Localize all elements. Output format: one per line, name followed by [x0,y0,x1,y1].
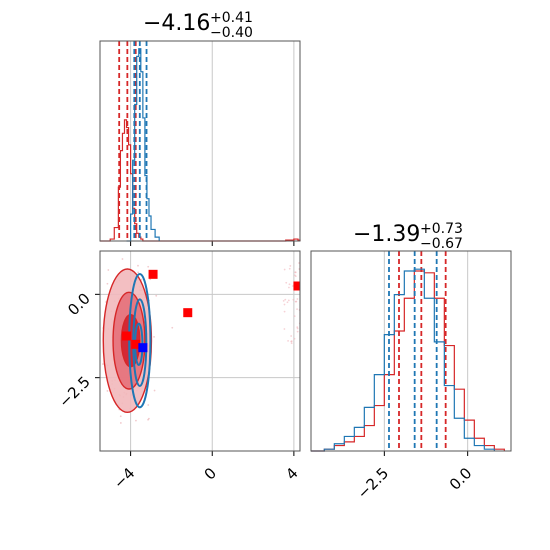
sample-point [171,326,174,329]
sample-point [283,268,286,271]
sample-point [292,285,294,287]
sample-point [290,335,293,337]
sample-point [288,286,290,289]
sample-point [293,337,296,340]
frame-joint [99,250,301,452]
sample-point [287,299,290,302]
sample-point [119,422,122,424]
frame-hist2 [310,250,512,452]
hist-red [311,270,505,452]
sample-point [102,363,104,365]
sample-point [106,282,109,285]
sample-point [296,330,299,333]
blue-square-marker [138,343,148,353]
joint-y-tick-label: −2.5 [55,373,93,411]
sample-point [283,310,286,313]
sample-point [296,308,298,311]
sample-point [107,269,110,271]
hist-red [100,119,301,242]
sample-point [147,265,150,268]
red-square-marker [183,308,193,318]
sample-point [148,417,150,420]
title-param2-minus: −0.67 [420,236,463,252]
title-param1-minus: −0.40 [210,25,253,41]
red-square-marker [122,331,132,341]
title-param1: −4.16 [143,11,210,36]
joint-x-tick-label: 0 [201,464,220,483]
sample-point [283,303,286,306]
sample-point [97,456,99,458]
sample-point [106,390,109,392]
sample-point [289,265,292,267]
sample-point [137,264,139,267]
sample-point [290,340,293,343]
sample-point [290,342,293,345]
sample-point [140,278,143,281]
sample-point [287,339,289,342]
marginal-hist-param2: −2.5 0.0 [310,250,512,503]
joint-density-panel: −4 0 4 −2.5 0.0 [55,229,302,492]
joint-y-tick-label: 0.0 [64,289,94,319]
title-param2-plus: +0.73 [420,221,463,237]
red-square-marker [131,339,141,349]
sample-point [294,300,297,303]
sample-point [294,275,297,278]
sample-point [153,335,155,338]
sample-point [286,301,289,304]
sample-point [284,298,287,301]
hist2-x-tick-label: −2.5 [354,464,392,502]
title-param1-plus: +0.41 [210,10,253,26]
sample-point [288,267,291,270]
marginal-hist-param1 [99,40,301,246]
joint-x-tick-label: −4 [110,464,138,492]
sample-point [292,298,295,301]
sample-point [137,271,140,274]
sample-point [122,229,124,231]
joint-content [97,229,300,458]
red-square-marker [293,281,300,291]
sample-point [135,419,137,422]
sample-point [283,328,286,330]
title-param2: −1.39 [353,222,420,247]
hist-blue [126,48,160,242]
joint-x-tick-label: 4 [282,464,301,483]
frame-hist1 [99,40,301,242]
blue-contour-outer [128,273,152,409]
sample-point [119,415,122,418]
sample-point [282,299,285,302]
hist2-x-tick-label: 0.0 [446,464,476,494]
sample-point [153,389,156,392]
sample-point [296,298,299,300]
sample-point [294,271,297,274]
hist-blue [311,268,495,452]
sample-point [121,258,124,260]
sample-point [296,327,299,330]
sample-point [105,243,107,245]
sample-point [293,315,296,318]
sample-point [147,404,150,406]
sample-point [155,294,158,297]
sample-point [285,281,288,284]
red-square-marker [148,269,158,279]
sample-point [288,283,291,286]
